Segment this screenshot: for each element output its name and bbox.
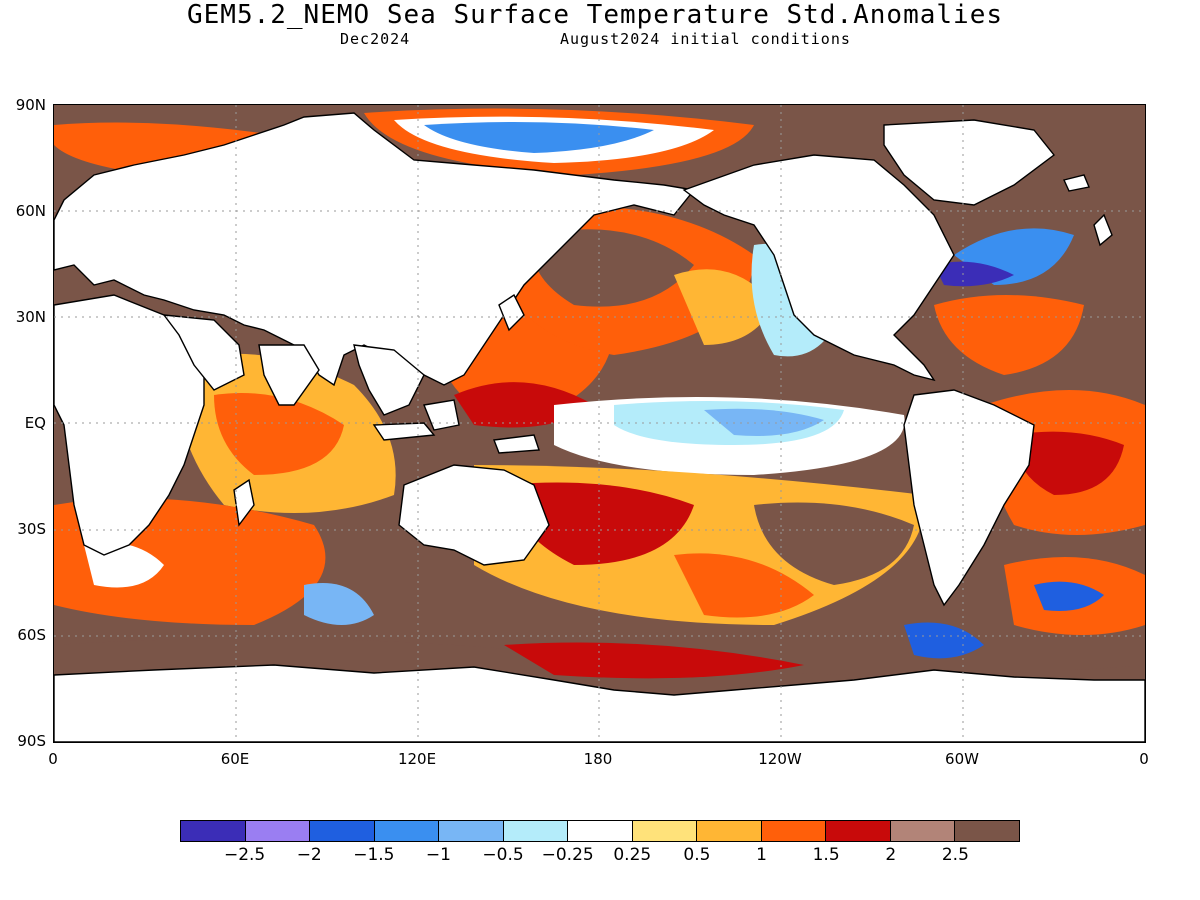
colorbar-label: −2 (296, 845, 322, 865)
colorbar-swatch (697, 821, 762, 841)
anomaly-region (1014, 431, 1124, 495)
colorbar-label: −2.5 (223, 845, 266, 865)
madagascar-land (233, 478, 255, 527)
lat-label-30s: 30S (17, 520, 46, 538)
anomaly-region (674, 269, 774, 345)
colorbar-label: 0.25 (613, 845, 652, 865)
anomaly-region (214, 393, 344, 475)
anomaly-map-svg (54, 105, 1145, 742)
indonesia-land (372, 422, 436, 441)
north-america-land (682, 154, 955, 382)
colorbar-swatch (955, 821, 1019, 841)
lat-label-90s: 90S (17, 732, 46, 750)
colorbar-label: −0.5 (482, 845, 524, 865)
borneo-land (423, 399, 460, 431)
new-guinea-land (493, 434, 540, 454)
anomaly-region (934, 261, 1014, 287)
se-asia-land (353, 344, 425, 416)
lon-label-0: 0 (48, 750, 58, 768)
anomaly-region (424, 121, 654, 153)
colorbar-swatch (181, 821, 246, 841)
colorbar-label: 1.5 (812, 845, 840, 865)
colorbar-label: −1.5 (353, 845, 395, 865)
colorbar-swatch (245, 821, 311, 841)
lon-label-60e: 60E (220, 750, 250, 768)
australia-land (398, 464, 550, 566)
lat-label-60s: 60S (17, 626, 46, 644)
lon-label-120e: 120E (397, 750, 437, 768)
japan-land (498, 293, 525, 332)
colorbar-label: 1 (756, 845, 767, 865)
valid-month-label: Dec2024 (340, 30, 411, 48)
uk-land (1093, 213, 1113, 247)
lat-label-eq: EQ (24, 414, 46, 432)
colorbar-swatch (890, 821, 956, 841)
anomaly-region (1034, 581, 1104, 611)
arabia-land (162, 314, 245, 391)
greenland-land (883, 119, 1055, 206)
anomaly-region (904, 622, 984, 659)
colorbar-swatch (503, 821, 569, 841)
colorbar-swatch (310, 821, 375, 841)
anomaly-region (674, 553, 814, 618)
colorbar-swatch (632, 821, 698, 841)
lat-label-30n: 30N (15, 308, 46, 326)
south-america-land (903, 389, 1035, 607)
initial-conditions-label: August2024 initial conditions (560, 30, 851, 48)
iceland-land (1063, 174, 1090, 192)
colorbar-label: −1 (425, 845, 451, 865)
colorbar-swatch (761, 821, 827, 841)
colorbar-label: 2.5 (941, 845, 969, 865)
colorbar-label: −0.25 (541, 845, 594, 865)
lon-label-60w: 60W (945, 750, 979, 768)
anomaly-region (504, 642, 804, 679)
colorbar-swatch (439, 821, 504, 841)
lat-label-60n: 60N (15, 202, 46, 220)
lon-label-0-right: 0 (1139, 750, 1149, 768)
lon-label-120w: 120W (758, 750, 802, 768)
colorbar-swatch (568, 821, 633, 841)
anomaly-region (934, 295, 1084, 375)
anomaly-region (504, 482, 694, 565)
colorbar-swatch (374, 821, 440, 841)
anomaly-region (704, 408, 824, 436)
anomaly-region (532, 229, 694, 307)
colorbar (180, 820, 1020, 842)
colorbar-label: 0.5 (683, 845, 711, 865)
map-title: GEM5.2_NEMO Sea Surface Temperature Std.… (186, 0, 1003, 30)
anomaly-map (53, 104, 1146, 743)
lon-label-180: 180 (583, 750, 613, 768)
lat-label-90n: 90N (15, 96, 46, 114)
india-land (258, 344, 320, 406)
colorbar-swatch (826, 821, 891, 841)
antarctica-land (54, 664, 1145, 742)
colorbar-label: 2 (885, 845, 897, 865)
anomaly-region (304, 583, 374, 625)
graticule (54, 105, 1145, 742)
land-masses (54, 112, 1145, 742)
anomaly-region (754, 502, 914, 585)
